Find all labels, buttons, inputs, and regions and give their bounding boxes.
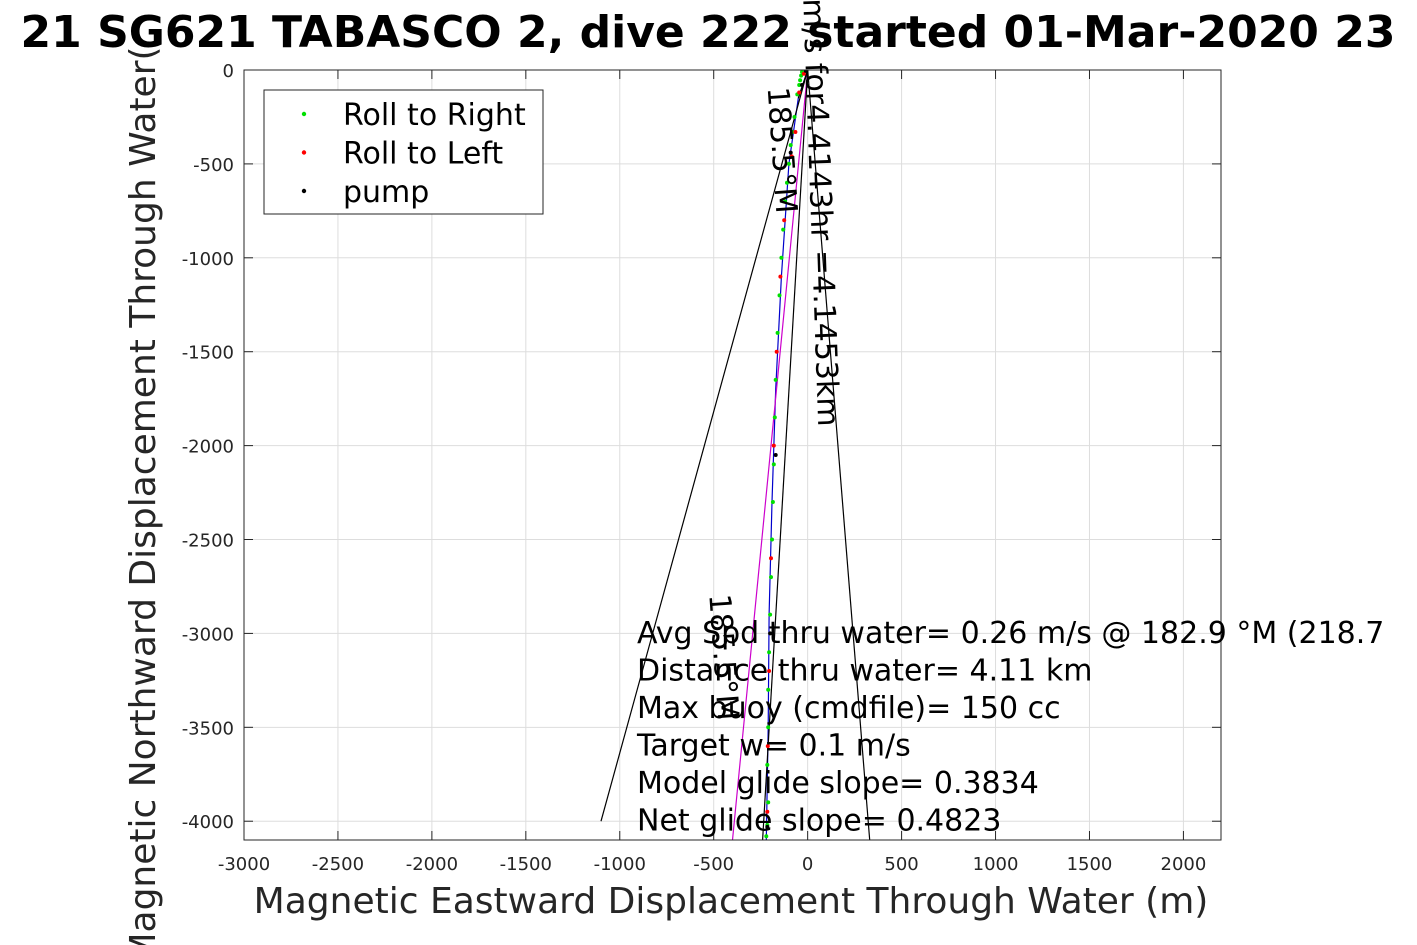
data-point [773,377,778,382]
ray-west-line [600,70,809,822]
ray-south-line [762,70,809,840]
stat-line: Model glide slope= 0.3834 [637,766,1039,801]
data-point [765,744,770,749]
data-point [770,537,774,542]
data-point [765,809,770,814]
model-line [731,70,809,840]
x-tick-label: 1000 [973,854,1019,875]
data-point [770,500,775,504]
data-point [790,130,795,134]
stat-line: Distance thru water= 4.11 km [637,654,1092,689]
ray-east-line [807,70,871,840]
data-point [765,824,770,829]
legend-marker [301,150,307,155]
legend-box [263,89,544,215]
data-point [772,415,777,420]
data-point [768,631,773,636]
data-point [788,143,793,148]
data-point [771,462,776,467]
y-tick-label: -2000 [182,437,234,458]
x-tick-label: -2000 [406,854,458,875]
y-tick-label: -3000 [182,624,234,645]
data-point [769,556,773,561]
y-tick-label: -2500 [182,531,234,552]
stat-line: Avg Spd thru water= 0.26 m/s @ 182.9 °M … [637,616,1384,651]
y-tick-label: -1500 [182,343,234,364]
stat-line: Target w= 0.1 m/s [636,729,911,764]
x-tick-label: -500 [693,854,734,875]
data-point [767,650,772,655]
data-point [767,669,772,673]
legend-entry-label: Roll to Right [343,98,526,133]
y-tick-label: -500 [193,155,234,176]
data-point [800,83,804,87]
data-point [788,150,793,155]
data-point [793,130,798,134]
legend-entry-label: Roll to Left [343,137,503,172]
data-point [783,199,788,204]
data-point [798,78,803,83]
data-point [785,180,789,185]
x-tick-labels: -3000 -2500 -2000 -1500 -1000 -500 0 500 1000 150… [218,854,1206,875]
data-point [803,70,808,73]
data-point [778,274,783,279]
data-point [766,725,771,730]
x-tick-label: 2000 [1161,854,1207,875]
data-point [774,349,779,354]
data-point [801,71,806,76]
data-point [764,834,769,839]
data-point [797,83,802,87]
data-point [797,90,802,95]
x-tick-label: -1000 [594,854,646,875]
data-point [773,453,778,457]
stat-line: Net glide slope= 0.4823 [637,804,1001,839]
x-tick-label: 1500 [1067,854,1113,875]
legend-marker [301,188,307,194]
data-point [777,293,782,298]
y-tick-label: -3500 [182,718,234,739]
y-axis-label: Magnetic Northward Displacement Through … [123,46,164,945]
data-point [786,161,791,166]
y-tick-label: -1000 [182,249,234,270]
x-tick-label: -1500 [500,854,552,875]
data-point [768,612,773,617]
legend-entry-label: pump [343,175,429,210]
stat-line: Max buoy (cmdfile)= 150 cc [637,691,1061,726]
legend-marker [301,111,307,117]
chart-title: 21 SG621 TABASCO 2, dive 222 started 01-… [21,7,1396,58]
x-tick-label: -2500 [312,854,364,875]
data-point [782,218,787,223]
roll-to-left-series [765,71,806,814]
data-point [781,227,786,232]
x-tick-label: 500 [884,854,918,875]
pump-series [765,70,808,829]
y-tick-label: 0 [223,61,234,82]
x-tick-label: 0 [802,854,813,875]
data-point [792,115,797,119]
plot-layer [600,70,871,840]
data-point [775,330,780,335]
data-point [766,687,771,692]
data-point [766,800,771,805]
y-tick-label: -4000 [182,812,234,833]
stats-block: Avg Spd thru water= 0.26 m/s @ 182.9 °M … [636,616,1384,839]
data-point [779,255,784,260]
y-tick-labels: 0 -500 -1000 -1500 -2000 -2500 -3000 -3500 -4000 [182,61,234,833]
x-axis-label: Magnetic Eastward Displacement Through W… [254,881,1209,922]
roll-to-right-series [764,70,804,839]
data-point [789,154,794,159]
data-point [771,443,776,448]
x-tick-label: -3000 [218,854,270,875]
plot-frame [243,69,1222,841]
data-point [769,575,773,580]
data-point [765,762,770,767]
